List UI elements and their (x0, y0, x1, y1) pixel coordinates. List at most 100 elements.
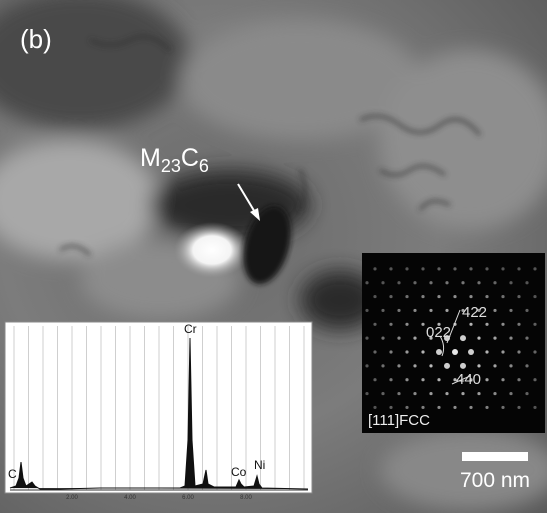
diffraction-spot (525, 337, 528, 340)
diffraction-spot (477, 337, 480, 340)
diffraction-spot (509, 309, 512, 312)
diffraction-spot (429, 392, 432, 395)
peak-label: Cr (184, 322, 197, 336)
diffraction-spot (453, 295, 456, 298)
diffraction-spot (468, 349, 474, 355)
x-tick-label: 4.00 (124, 495, 136, 501)
diffraction-spot (517, 267, 520, 270)
diffraction-spot (373, 378, 376, 381)
x-tick-label: 6.00 (182, 495, 194, 501)
diffraction-spot (453, 267, 456, 270)
diffraction-spot (452, 349, 458, 355)
label-subscript: 6 (199, 156, 209, 176)
diffraction-spot (397, 309, 400, 312)
diffraction-spot (444, 363, 450, 369)
diffraction-spot (436, 349, 442, 355)
diffraction-spot (429, 309, 432, 312)
diffraction-spot (405, 295, 408, 298)
diffraction-spot (469, 323, 472, 326)
eds-inset: C Cr Co Ni 2.00 4.00 6.00 8.00 (5, 322, 312, 501)
diffraction-spot (373, 295, 376, 298)
diffraction-spot (445, 281, 448, 284)
diffraction-spot (485, 350, 488, 353)
diffraction-spot (461, 392, 464, 395)
diffraction-spot (493, 364, 496, 367)
diffraction-spot (429, 364, 432, 367)
diffraction-spot (365, 392, 368, 395)
diffraction-spot (413, 392, 416, 395)
diffraction-spot (365, 281, 368, 284)
diffraction-spot (389, 295, 392, 298)
diffraction-spot (477, 281, 480, 284)
diffraction-spot (389, 267, 392, 270)
diffraction-spot (421, 267, 424, 270)
x-tick-label: 8.00 (240, 495, 252, 501)
diffraction-spot (460, 335, 466, 341)
diffraction-spot (460, 363, 466, 369)
diffraction-inset: 422 022 440 [111]FCC (362, 253, 545, 433)
diffraction-spot (525, 392, 528, 395)
diffraction-spot (493, 392, 496, 395)
diffraction-spot (501, 378, 504, 381)
diffraction-spot (365, 364, 368, 367)
diffraction-spot (525, 281, 528, 284)
diffraction-spot (381, 337, 384, 340)
diffraction-spot (373, 350, 376, 353)
diffraction-spot (381, 309, 384, 312)
diffraction-spot (469, 406, 472, 409)
diffraction-spot (373, 267, 376, 270)
diffraction-spot (405, 323, 408, 326)
diffraction-spot (397, 337, 400, 340)
diffraction-spot (373, 406, 376, 409)
diffraction-spot (405, 406, 408, 409)
diffraction-spot (485, 378, 488, 381)
diffraction-spot (501, 295, 504, 298)
diffraction-spot (461, 281, 464, 284)
diffraction-spot (485, 406, 488, 409)
diffraction-spot (437, 378, 440, 381)
diffraction-spot (405, 350, 408, 353)
diffraction-spot (533, 295, 536, 298)
label-subscript: 23 (161, 156, 181, 176)
diffraction-spot (493, 337, 496, 340)
diffraction-spot (421, 323, 424, 326)
diffraction-spot (485, 295, 488, 298)
diffraction-spot (389, 323, 392, 326)
diffraction-spot (477, 364, 480, 367)
diffraction-spot (509, 364, 512, 367)
diffraction-spot (501, 267, 504, 270)
diffraction-spot (493, 281, 496, 284)
diffraction-spot (469, 295, 472, 298)
peak-label: Ni (254, 458, 265, 472)
diffraction-spot (517, 350, 520, 353)
peak-label: C (8, 467, 17, 481)
spot-label: 422 (462, 304, 487, 321)
diffraction-spot (405, 267, 408, 270)
diffraction-spot (437, 295, 440, 298)
diffraction-spot (373, 323, 376, 326)
diffraction-spot (389, 406, 392, 409)
diffraction-spot (517, 378, 520, 381)
panel-label: (b) (20, 24, 52, 54)
x-tick-label: 2.00 (66, 495, 78, 501)
diffraction-spot (413, 281, 416, 284)
diffraction-spot (389, 378, 392, 381)
diffraction-spot (445, 392, 448, 395)
diffraction-spot (533, 350, 536, 353)
diffraction-spot (501, 406, 504, 409)
diffraction-spot (485, 267, 488, 270)
diffraction-spot (501, 350, 504, 353)
spot-label: 440 (456, 371, 481, 388)
diffraction-spot (405, 378, 408, 381)
diffraction-spot (453, 406, 456, 409)
peak-label: Co (231, 465, 247, 479)
scale-bar: 700 nm (460, 452, 530, 492)
label-part: C (181, 144, 199, 172)
diffraction-spot (533, 378, 536, 381)
diffraction-spot (421, 406, 424, 409)
scale-bar-label: 700 nm (460, 469, 530, 492)
diffraction-spot (397, 364, 400, 367)
zone-axis-label: [111]FCC (368, 412, 430, 429)
diffraction-spot (525, 364, 528, 367)
diffraction-spot (413, 364, 416, 367)
